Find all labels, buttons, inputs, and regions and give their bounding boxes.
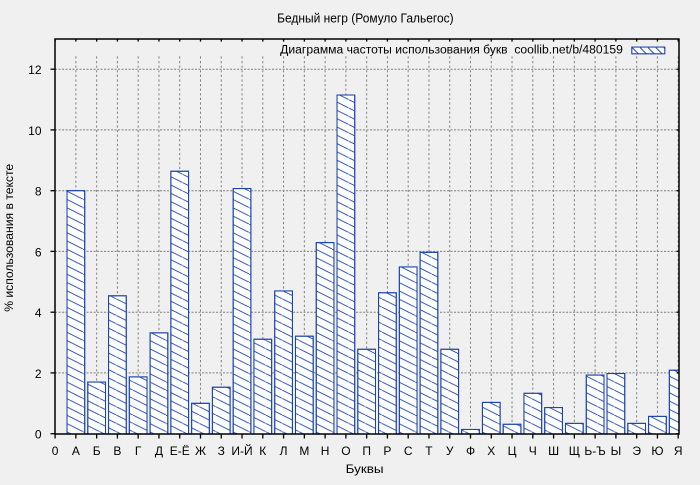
svg-text:6: 6 (35, 245, 42, 259)
svg-text:Э: Э (632, 444, 641, 458)
svg-text:А: А (72, 444, 80, 458)
svg-text:Ш: Ш (548, 444, 559, 458)
svg-text:Щ: Щ (569, 444, 580, 458)
svg-text:К: К (259, 444, 266, 458)
svg-text:0: 0 (35, 428, 42, 442)
svg-text:2: 2 (35, 367, 42, 381)
svg-text:Ф: Ф (466, 444, 475, 458)
svg-text:10: 10 (28, 124, 42, 138)
svg-text:Диаграмма частоты использовани: Диаграмма частоты использования букв coo… (280, 44, 623, 56)
svg-text:Т: Т (425, 444, 433, 458)
svg-text:Н: Н (321, 444, 330, 458)
svg-text:Буквы: Буквы (346, 462, 384, 476)
svg-text:12: 12 (28, 63, 42, 77)
svg-text:З: З (218, 444, 225, 458)
svg-text:Ю: Ю (651, 444, 663, 458)
svg-text:М: М (299, 444, 309, 458)
svg-text:4: 4 (35, 306, 42, 320)
svg-text:8: 8 (35, 185, 42, 199)
svg-text:С: С (404, 444, 413, 458)
svg-text:Е-Ё: Е-Ё (170, 444, 190, 458)
svg-text:Ь-Ъ: Ь-Ъ (584, 444, 605, 458)
svg-text:0: 0 (52, 444, 59, 458)
svg-text:У: У (446, 444, 454, 458)
svg-text:Х: Х (487, 444, 495, 458)
svg-text:Р: Р (383, 444, 391, 458)
svg-text:Ы: Ы (611, 444, 622, 458)
svg-text:Бедный негр (Ромуло Гальегос): Бедный негр (Ромуло Гальегос) (277, 10, 454, 25)
svg-text:Б: Б (93, 444, 101, 458)
svg-text:П: П (362, 444, 371, 458)
svg-text:Д: Д (155, 444, 163, 458)
svg-text:% использования в тексте: % использования в тексте (2, 163, 16, 311)
svg-text:В: В (113, 444, 121, 458)
svg-text:Ж: Ж (195, 444, 206, 458)
svg-text:Я: Я (674, 444, 683, 458)
svg-text:Г: Г (135, 444, 142, 458)
svg-text:Ч: Ч (529, 444, 537, 458)
svg-text:И-Й: И-Й (231, 443, 252, 458)
svg-text:Л: Л (280, 444, 288, 458)
svg-text:Ц: Ц (508, 444, 517, 458)
svg-text:О: О (341, 444, 350, 458)
